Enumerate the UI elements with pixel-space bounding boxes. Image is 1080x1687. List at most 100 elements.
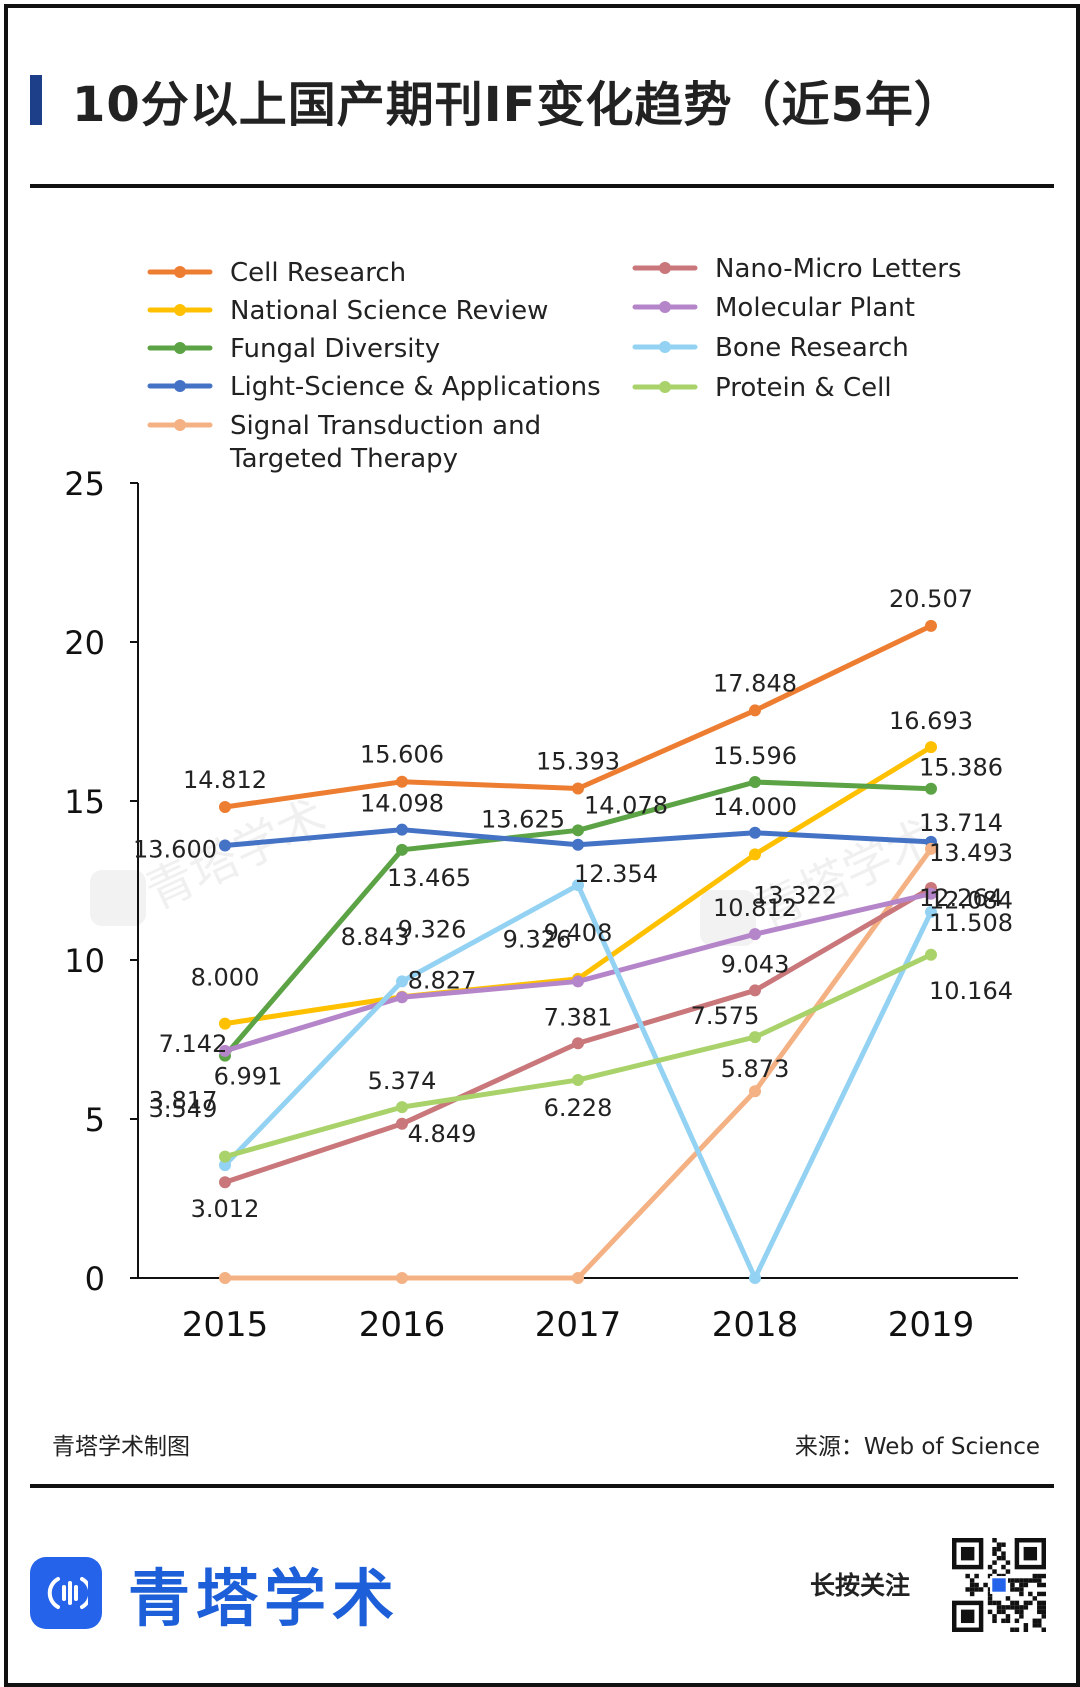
y-tick-label: 10 <box>64 942 105 980</box>
x-tick-label: 2017 <box>535 1305 622 1345</box>
data-point <box>219 839 231 852</box>
data-point <box>749 776 761 789</box>
data-label: 13.625 <box>481 806 565 834</box>
data-label: 17.848 <box>713 669 797 697</box>
data-point <box>396 823 408 836</box>
data-point <box>219 1150 231 1163</box>
data-point <box>396 991 408 1004</box>
brand: 青塔学术 <box>30 1548 400 1638</box>
data-label: 20.507 <box>889 585 973 613</box>
data-label: 3.549 <box>149 1095 218 1123</box>
y-tick-label: 15 <box>64 783 105 821</box>
y-tick-label: 25 <box>64 465 105 503</box>
data-label: 14.098 <box>360 790 444 818</box>
data-point <box>219 800 231 813</box>
watermark-logo-icon <box>700 890 756 946</box>
data-point <box>925 741 937 754</box>
data-point <box>572 1073 584 1086</box>
data-point <box>396 1101 408 1114</box>
legend-swatch-marker <box>659 262 671 274</box>
data-point <box>219 1176 231 1189</box>
data-label: 4.849 <box>408 1120 477 1148</box>
data-point <box>572 838 584 851</box>
legend-label: Targeted Therapy <box>229 444 458 474</box>
data-point <box>925 619 937 632</box>
header: 10分以上国产期刊IF变化趋势（近5年） <box>30 60 963 140</box>
legend-label: National Science Review <box>230 296 548 326</box>
data-label: 16.693 <box>889 707 973 735</box>
data-label: 8.000 <box>191 964 260 992</box>
footer-divider <box>30 1484 1054 1488</box>
data-point <box>925 948 937 961</box>
data-point <box>219 1017 231 1030</box>
x-tick-label: 2015 <box>182 1305 269 1345</box>
data-label: 15.386 <box>919 754 1003 782</box>
data-label: 7.142 <box>159 1030 228 1058</box>
data-point <box>396 975 408 988</box>
legend-swatch-marker <box>659 381 671 393</box>
data-label: 14.812 <box>183 766 267 794</box>
data-point <box>396 843 408 856</box>
data-point <box>572 975 584 988</box>
legend-swatch-marker <box>174 342 186 354</box>
data-label: 13.465 <box>387 864 471 892</box>
watermark-logo-icon <box>90 870 146 926</box>
data-point <box>749 1272 761 1284</box>
data-label: 9.043 <box>721 950 790 978</box>
data-label: 14.000 <box>713 793 797 821</box>
data-label: 15.606 <box>360 741 444 769</box>
series-line <box>222 623 934 810</box>
y-tick-label: 5 <box>85 1101 105 1139</box>
data-label: 13.322 <box>753 881 837 909</box>
legend-label: Bone Research <box>715 333 909 363</box>
legend-swatch-marker <box>174 380 186 392</box>
data-point <box>572 879 584 892</box>
brand-name: 青塔学术 <box>128 1562 401 1635</box>
title-divider <box>30 184 1054 188</box>
data-label: 14.078 <box>584 791 668 819</box>
qr-code-icon[interactable] <box>952 1538 1046 1632</box>
data-point <box>219 1272 231 1284</box>
data-label: 13.493 <box>929 839 1013 867</box>
data-point <box>219 1044 231 1057</box>
data-point <box>572 782 584 795</box>
legend-swatch-marker <box>659 301 671 313</box>
legend-swatch-marker <box>174 266 186 278</box>
data-point <box>749 984 761 997</box>
data-label: 9.326 <box>503 925 572 953</box>
legend-swatch-marker <box>174 304 186 316</box>
data-label: 10.812 <box>713 894 797 922</box>
data-point <box>749 826 761 839</box>
x-tick-label: 2019 <box>888 1305 975 1345</box>
data-label: 6.228 <box>544 1094 613 1122</box>
x-tick-label: 2016 <box>359 1305 446 1345</box>
data-label: 8.843 <box>341 923 410 951</box>
data-label: 9.326 <box>398 915 467 943</box>
data-label: 8.827 <box>408 966 477 994</box>
data-point <box>925 782 937 795</box>
x-tick-label: 2018 <box>712 1305 799 1345</box>
infographic-frame <box>4 4 1080 1687</box>
data-point <box>396 775 408 788</box>
data-point <box>749 1031 761 1044</box>
data-point <box>749 928 761 941</box>
data-label: 3.817 <box>149 1087 218 1115</box>
data-label: 12.354 <box>574 860 658 888</box>
data-point <box>219 1159 231 1172</box>
data-label: 15.596 <box>713 742 797 770</box>
data-label: 5.873 <box>721 1055 790 1083</box>
data-point <box>925 906 937 919</box>
legend-label: Signal Transduction and <box>230 411 541 441</box>
legend-swatch-marker <box>659 341 671 353</box>
data-point <box>749 848 761 861</box>
data-label: 11.508 <box>929 909 1013 937</box>
legend-label: Cell Research <box>230 258 406 288</box>
title-accent-bar <box>30 75 42 125</box>
data-point <box>396 1117 408 1130</box>
data-point <box>749 1085 761 1098</box>
y-tick-label: 20 <box>64 624 105 662</box>
data-label: 6.991 <box>214 1063 283 1091</box>
data-label: 7.381 <box>544 1003 613 1031</box>
legend-label: Molecular Plant <box>715 293 915 323</box>
